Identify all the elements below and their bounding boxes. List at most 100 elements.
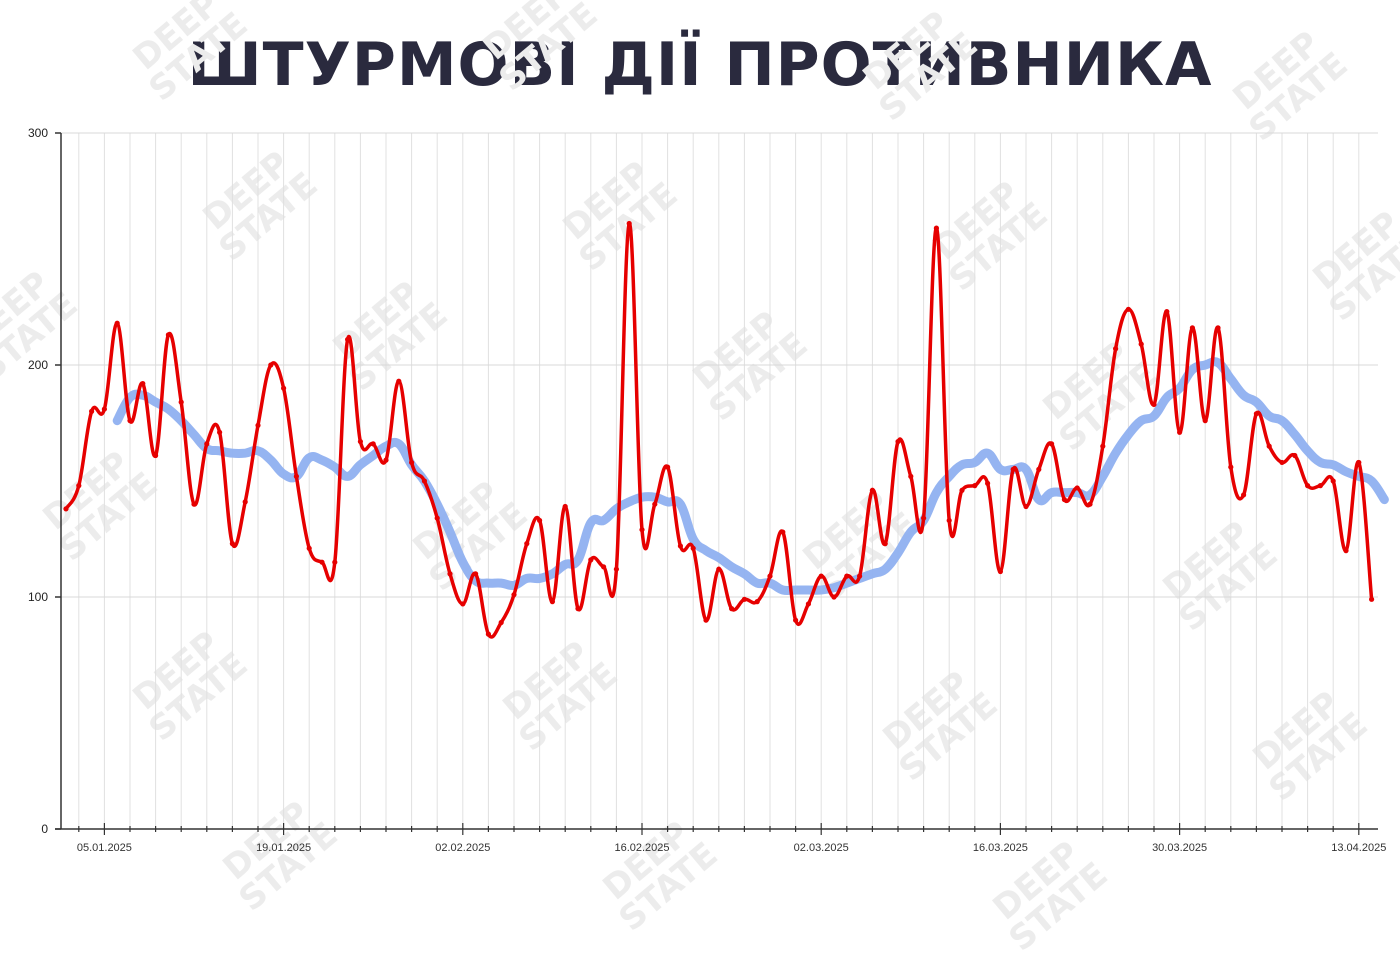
data-point: [409, 459, 415, 466]
data-point: [447, 571, 453, 577]
data-point: [1215, 325, 1221, 331]
data-point: [895, 438, 901, 445]
data-point: [972, 483, 978, 489]
data-point: [908, 473, 914, 479]
data-point: [626, 220, 632, 227]
data-point: [242, 499, 248, 505]
x-tick-label: 16.02.2025: [614, 842, 669, 854]
data-point: [421, 478, 427, 484]
data-point: [1279, 459, 1285, 466]
data-point: [1369, 596, 1375, 602]
data-point: [332, 559, 338, 565]
data-point: [665, 464, 671, 470]
data-point: [1253, 411, 1259, 417]
data-point: [741, 596, 748, 602]
data-point: [370, 441, 376, 447]
data-point: [306, 545, 312, 551]
data-point: [537, 517, 543, 524]
data-point: [575, 606, 581, 612]
data-point: [268, 362, 274, 368]
data-point: [473, 571, 479, 577]
data-point: [882, 541, 888, 547]
data-point: [613, 566, 620, 572]
data-point: [933, 225, 940, 231]
chart-title: ШТУРМОВІ ДІЇ ПРОТИВНИКА: [187, 30, 1213, 100]
data-point: [1189, 325, 1195, 331]
data-point: [959, 487, 965, 493]
data-point: [857, 573, 863, 579]
data-point: [319, 559, 325, 565]
data-point: [1164, 309, 1170, 315]
data-point: [293, 473, 299, 479]
data-point: [716, 566, 722, 572]
data-point: [127, 418, 133, 424]
data-point: [63, 506, 69, 512]
data-point: [460, 601, 466, 607]
data-point: [1330, 478, 1336, 484]
data-point: [281, 385, 287, 391]
data-point: [831, 594, 837, 600]
data-point: [1074, 485, 1080, 491]
data-point: [1087, 501, 1093, 507]
data-point: [754, 599, 760, 605]
data-point: [946, 517, 952, 524]
data-point: [89, 408, 95, 414]
data-point: [1356, 459, 1362, 466]
data-point: [217, 429, 223, 435]
data-point: [818, 573, 824, 579]
data-point: [690, 545, 696, 551]
data-point: [1023, 503, 1029, 510]
data-point: [1202, 418, 1208, 424]
data-point: [729, 606, 735, 612]
data-point: [191, 501, 197, 507]
average-line: [112, 357, 1389, 596]
data-point: [255, 422, 261, 428]
data-point: [114, 320, 120, 326]
data-point: [345, 336, 351, 343]
daily-data-points: [63, 220, 1375, 637]
data-point: [639, 527, 645, 533]
x-tick-label: 02.03.2025: [794, 842, 849, 854]
data-point: [793, 617, 799, 623]
data-point: [101, 406, 107, 412]
data-point: [985, 480, 991, 486]
data-point: [140, 380, 146, 387]
data-point: [780, 529, 786, 535]
data-point: [383, 457, 389, 463]
x-tick-label: 13.04.2025: [1331, 842, 1386, 854]
data-point: [588, 557, 594, 563]
data-point: [1100, 443, 1106, 449]
daily-line: [64, 221, 1374, 639]
data-point: [1049, 441, 1055, 447]
data-point: [165, 332, 171, 338]
data-point: [1061, 496, 1067, 503]
data-point: [396, 378, 402, 384]
y-tick-label: 200: [28, 358, 48, 372]
data-point: [229, 541, 235, 547]
y-tick-label: 0: [41, 822, 48, 836]
data-point: [562, 503, 568, 510]
data-point: [357, 438, 363, 445]
data-point: [549, 599, 556, 605]
data-point: [76, 483, 82, 489]
y-tick-label: 100: [28, 590, 48, 604]
x-tick-label: 30.03.2025: [1152, 842, 1207, 854]
data-point: [1151, 401, 1157, 408]
line-chart: 0 100 200 300 05.01.2025 19.01.2025 02.02.202…: [28, 126, 1389, 854]
data-point: [1036, 466, 1042, 472]
data-point: [1177, 429, 1183, 435]
data-point: [1343, 548, 1349, 554]
data-point: [1228, 464, 1234, 470]
data-point: [767, 573, 773, 579]
data-point: [1010, 466, 1016, 472]
axes: [55, 132, 1378, 835]
y-axis-labels: 0 100 200 300: [28, 126, 48, 836]
data-point: [844, 573, 850, 579]
data-point: [178, 399, 184, 405]
data-point: [485, 631, 491, 637]
y-tick-label: 300: [28, 126, 48, 140]
data-point: [921, 515, 927, 521]
grid-lines: [61, 132, 1378, 829]
x-tick-label: 16.03.2025: [973, 842, 1028, 854]
data-point: [204, 441, 210, 447]
